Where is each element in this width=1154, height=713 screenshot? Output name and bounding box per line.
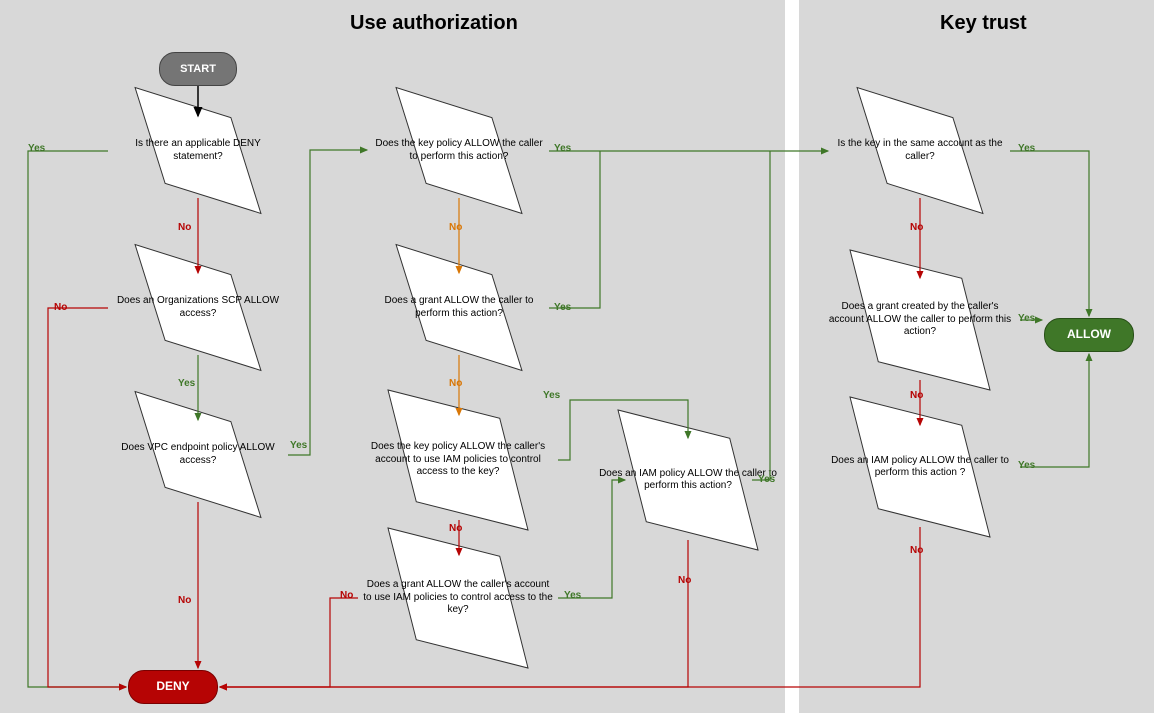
label-yes: Yes bbox=[28, 143, 45, 154]
label-no: No bbox=[910, 222, 923, 233]
label-yes: Yes bbox=[758, 474, 775, 485]
label-yes: Yes bbox=[554, 302, 571, 313]
label-no: No bbox=[910, 390, 923, 401]
label-no: No bbox=[54, 302, 67, 313]
label-yes: Yes bbox=[554, 143, 571, 154]
section-title-left: Use authorization bbox=[350, 12, 518, 35]
label-yes: Yes bbox=[543, 390, 560, 401]
label-no: No bbox=[340, 590, 353, 601]
label-yes: Yes bbox=[1018, 460, 1035, 471]
decision-deny-statement: Is there an applicable DENY statement? bbox=[108, 103, 288, 198]
decision-key-policy-caller: Does the key policy ALLOW the caller to … bbox=[369, 103, 549, 198]
label-no: No bbox=[449, 523, 462, 534]
section-title-right: Key trust bbox=[940, 12, 1027, 35]
label-no: No bbox=[449, 378, 462, 389]
decision-same-account: Is the key in the same account as the ca… bbox=[830, 103, 1010, 198]
label-yes: Yes bbox=[1018, 143, 1035, 154]
decision-grant-account-iam: Does a grant ALLOW the caller's account … bbox=[358, 538, 558, 658]
label-no: No bbox=[449, 222, 462, 233]
label-no: No bbox=[178, 222, 191, 233]
deny-node: DENY bbox=[128, 670, 218, 704]
decision-grant-callers-account: Does a grant created by the caller's acc… bbox=[820, 260, 1020, 380]
decision-grant-caller: Does a grant ALLOW the caller to perform… bbox=[369, 260, 549, 355]
label-yes: Yes bbox=[178, 378, 195, 389]
allow-node: ALLOW bbox=[1044, 318, 1134, 352]
label-yes: Yes bbox=[290, 440, 307, 451]
decision-key-policy-account-iam: Does the key policy ALLOW the caller's a… bbox=[358, 400, 558, 520]
label-yes: Yes bbox=[564, 590, 581, 601]
decision-vpc-endpoint: Does VPC endpoint policy ALLOW access? bbox=[108, 407, 288, 502]
label-yes: Yes bbox=[1018, 313, 1035, 324]
decision-scp-allow: Does an Organizations SCP ALLOW access? bbox=[108, 260, 288, 355]
label-no: No bbox=[678, 575, 691, 586]
label-no: No bbox=[178, 595, 191, 606]
label-no: No bbox=[910, 545, 923, 556]
decision-iam-policy-callers-account: Does an IAM policy ALLOW the caller to p… bbox=[820, 407, 1020, 527]
